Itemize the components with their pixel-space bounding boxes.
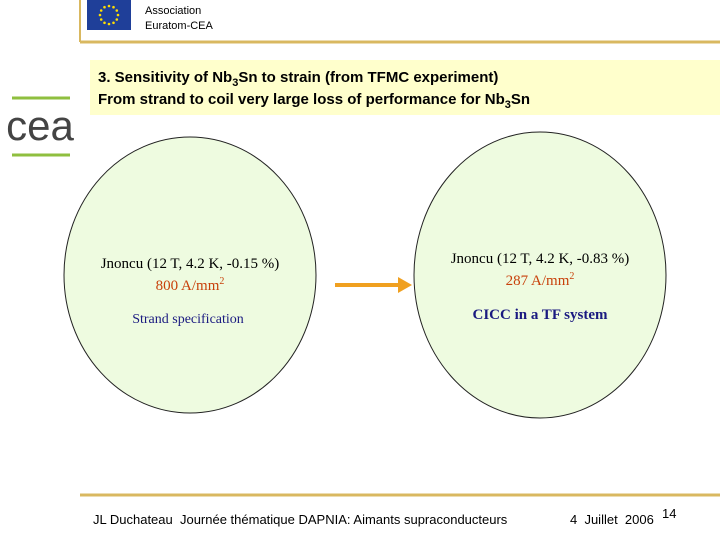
title-line1: 3. Sensitivity of Nb3Sn to strain (from … <box>98 69 498 89</box>
eu-star <box>112 21 115 25</box>
left-condition: Jnoncu (12 T, 4.2 K, -0.15 %) <box>101 256 280 272</box>
right-value: 287 A/mm2 <box>506 271 575 289</box>
eu-stars <box>98 4 120 26</box>
eu-star <box>103 5 106 9</box>
title-text: 3. Sensitivity of Nb <box>98 69 232 86</box>
eu-star <box>107 22 111 26</box>
title-box <box>90 60 720 115</box>
right-label: CICC in a TF system <box>472 307 608 323</box>
eu-star <box>112 5 115 9</box>
title-text: Sn to strain (from TFMC experiment) <box>238 69 498 86</box>
eu-star <box>99 18 103 21</box>
left-label: Strand specification <box>132 312 244 327</box>
arrow-head <box>398 277 412 293</box>
value: 287 A/mm <box>506 273 570 289</box>
left-value: 800 A/mm2 <box>156 276 225 294</box>
page-number: 14 <box>662 506 676 521</box>
org-line2: Euratom-CEA <box>145 20 214 32</box>
eu-star <box>107 4 111 8</box>
cea-logo: cea <box>6 102 74 149</box>
value: 800 A/mm <box>156 278 220 294</box>
subscript: 3 <box>505 99 511 111</box>
org-line1: Association <box>145 5 201 17</box>
title-text: Sn <box>511 91 530 108</box>
eu-star <box>99 9 103 12</box>
eu-star <box>98 13 102 17</box>
subscript: 3 <box>232 77 238 89</box>
eu-star <box>103 21 106 25</box>
superscript: 2 <box>569 271 574 282</box>
eu-star <box>115 18 119 21</box>
eu-star <box>115 9 119 12</box>
footer-author: JL Duchateau Journée thématique DAPNIA: … <box>93 512 508 527</box>
title-line2: From strand to coil very large loss of p… <box>98 91 530 111</box>
right-ellipse <box>413 131 667 419</box>
left-ellipse <box>63 136 317 414</box>
title-text: From strand to coil very large loss of p… <box>98 91 505 108</box>
footer-date: 4 Juillet 2006 <box>570 512 654 527</box>
eu-star <box>116 13 120 17</box>
right-condition: Jnoncu (12 T, 4.2 K, -0.83 %) <box>451 251 630 267</box>
eu-flag <box>87 0 131 30</box>
superscript: 2 <box>219 276 224 287</box>
